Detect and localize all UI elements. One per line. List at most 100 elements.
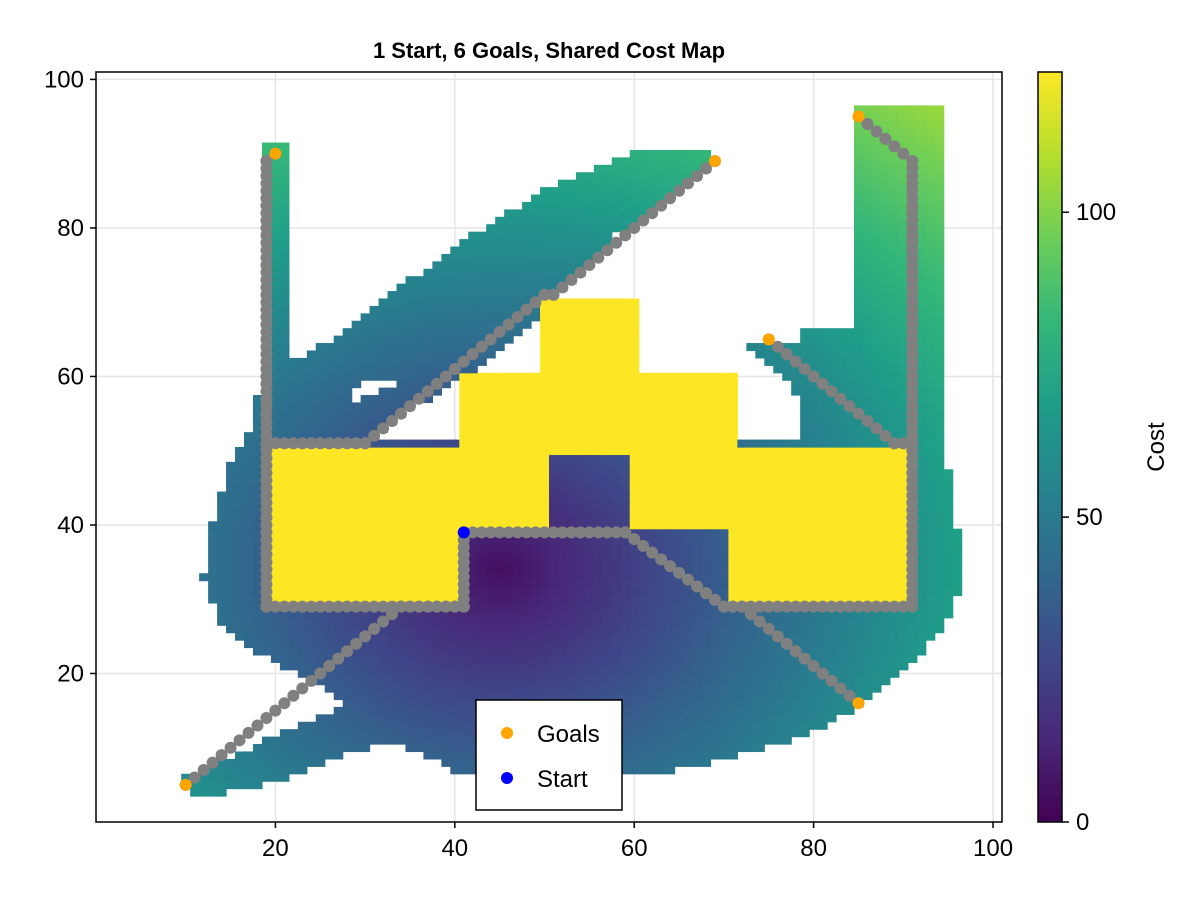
heatmap-cell — [235, 492, 245, 500]
heatmap-cell — [630, 603, 640, 611]
heatmap-cell — [755, 566, 765, 574]
heatmap-cell — [423, 640, 433, 648]
heatmap-cell — [531, 692, 541, 700]
heatmap-cell — [486, 596, 496, 604]
heatmap-cell — [728, 395, 738, 403]
heatmap-cell — [719, 447, 729, 455]
heatmap-cell — [531, 544, 541, 552]
heatmap-cell — [728, 625, 738, 633]
heatmap-cell — [307, 655, 317, 663]
heatmap-cell — [621, 350, 631, 358]
heatmap-cell — [908, 120, 918, 128]
heatmap-cell — [639, 195, 649, 203]
heatmap-cell — [594, 306, 604, 314]
heatmap-cell — [737, 670, 747, 678]
heatmap-cell — [935, 544, 945, 552]
heatmap-cell — [253, 647, 263, 655]
heatmap-cell — [477, 254, 487, 262]
heatmap-cell — [666, 766, 676, 774]
heatmap-cell — [764, 506, 774, 514]
heatmap-cell — [603, 469, 613, 477]
heatmap-cell — [334, 529, 344, 537]
heatmap-cell — [693, 454, 703, 462]
heatmap-cell — [558, 373, 568, 381]
heatmap-cell — [666, 625, 676, 633]
heatmap-cell — [890, 306, 900, 314]
heatmap-cell — [773, 722, 783, 730]
heatmap-cell — [441, 484, 451, 492]
heatmap-cell — [316, 558, 326, 566]
heatmap-cell — [693, 447, 703, 455]
heatmap-cell — [854, 462, 864, 470]
heatmap-cell — [675, 157, 685, 165]
heatmap-cell — [459, 729, 469, 737]
heatmap-cell — [316, 722, 326, 730]
heatmap-cell — [693, 603, 703, 611]
heatmap-cell — [926, 105, 936, 113]
heatmap-cell — [576, 343, 586, 351]
heatmap-cell — [872, 157, 882, 165]
heatmap-cell — [881, 633, 891, 641]
heatmap-cell — [926, 350, 936, 358]
heatmap-cell — [316, 454, 326, 462]
heatmap-cell — [836, 699, 846, 707]
heatmap-cell — [719, 544, 729, 552]
heatmap-cell — [352, 484, 362, 492]
heatmap-cell — [764, 454, 774, 462]
heatmap-cell — [791, 551, 801, 559]
heatmap-cell — [594, 165, 604, 173]
heatmap-cell — [513, 269, 523, 277]
heatmap-cell — [809, 677, 819, 685]
heatmap-cell — [208, 536, 218, 544]
heatmap-cell — [388, 462, 398, 470]
heatmap-cell — [737, 707, 747, 715]
heatmap-cell — [863, 202, 873, 210]
heatmap-cell — [414, 699, 424, 707]
heatmap-cell — [522, 544, 532, 552]
heatmap-cell — [836, 462, 846, 470]
heatmap-cell — [298, 425, 308, 433]
heatmap-cell — [693, 529, 703, 537]
heatmap-cell — [621, 462, 631, 470]
heatmap-cell — [872, 573, 882, 581]
heatmap-cell — [675, 440, 685, 448]
heatmap-cell — [486, 261, 496, 269]
heatmap-cell — [531, 224, 541, 232]
heatmap-cell — [809, 499, 819, 507]
heatmap-cell — [414, 588, 424, 596]
heatmap-cell — [773, 477, 783, 485]
heatmap-cell — [513, 247, 523, 255]
heatmap-cell — [836, 544, 846, 552]
heatmap-cell — [405, 588, 415, 596]
heatmap-cell — [477, 298, 487, 306]
heatmap-cell — [809, 395, 819, 403]
heatmap-cell — [594, 573, 604, 581]
heatmap-cell — [737, 551, 747, 559]
heatmap-cell — [486, 492, 496, 500]
heatmap-cell — [567, 633, 577, 641]
heatmap-cell — [558, 209, 568, 217]
heatmap-cell — [307, 737, 317, 745]
heatmap-cell — [737, 647, 747, 655]
heatmap-cell — [621, 558, 631, 566]
heatmap-cell — [594, 581, 604, 589]
heatmap-cell — [693, 640, 703, 648]
heatmap-cell — [657, 492, 667, 500]
heatmap-cell — [684, 707, 694, 715]
heatmap-cell — [531, 247, 541, 255]
heatmap-cell — [405, 306, 415, 314]
heatmap-cell — [405, 544, 415, 552]
heatmap-cell — [289, 402, 299, 410]
heatmap-cell — [549, 269, 559, 277]
heatmap-cell — [612, 492, 622, 500]
heatmap-cell — [585, 625, 595, 633]
heatmap-cell — [854, 655, 864, 663]
heatmap-cell — [639, 744, 649, 752]
heatmap-cell — [531, 655, 541, 663]
heatmap-cell — [854, 143, 864, 151]
heatmap-cell — [334, 558, 344, 566]
heatmap-cell — [450, 677, 460, 685]
heatmap-cell — [361, 722, 371, 730]
heatmap-cell — [280, 358, 290, 366]
heatmap-cell — [585, 388, 595, 396]
